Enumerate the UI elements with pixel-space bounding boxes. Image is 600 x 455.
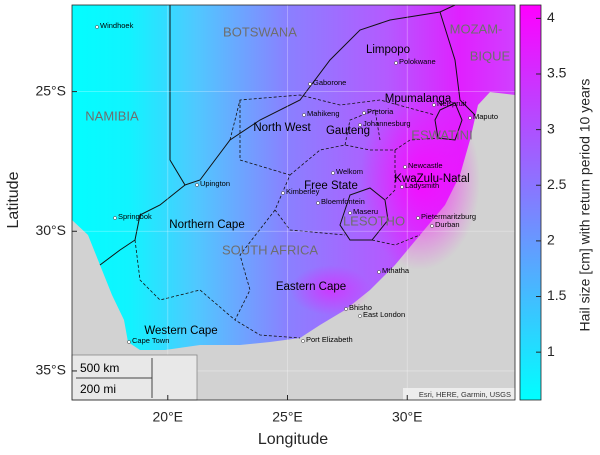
hot-zone xyxy=(360,90,480,270)
city-marker xyxy=(316,201,320,205)
city-marker xyxy=(430,224,434,228)
colorbar-label: Hail size [cm] with return period 10 yea… xyxy=(577,79,593,332)
city-label: East London xyxy=(363,310,405,319)
scale-bar-label: 200 mi xyxy=(80,382,116,396)
city-marker xyxy=(302,113,306,117)
city-label: Johannesburg xyxy=(363,119,411,128)
city-marker xyxy=(348,211,352,215)
country-label: BOTSWANA xyxy=(223,24,297,39)
city-label: Pretoria xyxy=(367,107,394,116)
city-marker xyxy=(468,116,472,120)
city-label: Durban xyxy=(435,220,460,229)
city-label: Upington xyxy=(200,179,230,188)
y-tick-label: 30°S xyxy=(35,222,66,238)
province-label: Limpopo xyxy=(366,44,410,56)
city-marker xyxy=(394,61,398,65)
x-tick-label: 30°E xyxy=(392,409,423,425)
city-marker xyxy=(127,340,131,344)
city-label: Maseru xyxy=(353,207,378,216)
labels: BOTSWANA NAMIBIA SOUTH AFRICA LESOTHO ESWATI… xyxy=(85,21,510,345)
province-label: Eastern Cape xyxy=(276,281,346,293)
province-label: KwaZulu-Natal xyxy=(394,173,469,185)
city-label: Nelspruit xyxy=(437,99,468,108)
country-label: ESWATINI xyxy=(411,127,472,142)
city-marker xyxy=(113,216,117,220)
x-tick-label: 25°E xyxy=(272,409,303,425)
city-label: Pietermaritzburg xyxy=(421,212,476,221)
colorbar-tick-label: 1.5 xyxy=(547,287,567,303)
city-marker xyxy=(362,111,366,115)
land xyxy=(72,5,515,350)
city-marker xyxy=(416,216,420,220)
scale-bar-label: 500 km xyxy=(80,361,119,375)
y-tick-label: 35°S xyxy=(35,362,66,378)
city-label: Kimberley xyxy=(286,187,320,196)
country-label: NAMIBIA xyxy=(85,108,139,123)
city-marker xyxy=(308,82,312,86)
city-marker xyxy=(331,171,335,175)
city-label: Bhisho xyxy=(349,303,372,312)
country-label: BIQUE xyxy=(470,48,511,63)
province-label: Western Cape xyxy=(144,325,217,337)
country-label: LESOTHO xyxy=(343,213,405,228)
country-label: SOUTH AFRICA xyxy=(222,242,318,257)
attribution: Esri, HERE, Garmin, USGS xyxy=(419,390,511,399)
city-label: Maputo xyxy=(473,112,498,121)
colorbar-tick-label: 2 xyxy=(547,232,555,248)
y-tick-label: 25°S xyxy=(35,82,66,98)
city-label: Windhoek xyxy=(100,21,134,30)
city-marker xyxy=(95,25,99,29)
city-marker xyxy=(358,123,362,127)
province-label: Free State xyxy=(304,180,358,192)
city-label: Gaborone xyxy=(313,78,346,87)
province-label: Gauteng xyxy=(326,125,370,137)
colorbar-tick-label: 3.5 xyxy=(547,65,567,81)
province-label: Mpumalanga xyxy=(385,93,452,105)
city-label: Springbok xyxy=(118,212,152,221)
city-marker xyxy=(344,307,348,311)
city-label: Mthatha xyxy=(382,266,410,275)
colorbar-tick-label: 4 xyxy=(547,9,555,25)
city-marker xyxy=(358,314,362,318)
country-label: MOZAM- xyxy=(450,21,503,36)
y-axis-label: Latitude xyxy=(5,171,22,228)
province-label: Northern Cape xyxy=(169,219,244,231)
attribution-box xyxy=(403,388,515,400)
city-marker xyxy=(301,339,305,343)
hot-zone xyxy=(290,265,370,315)
city-marker xyxy=(195,183,199,187)
city-marker xyxy=(403,165,407,169)
city-label: Port Elizabeth xyxy=(306,335,353,344)
city-label: Bloemfontein xyxy=(321,197,365,206)
city-marker xyxy=(281,191,285,195)
colorbar-frame xyxy=(519,4,542,401)
city-label: Newcastle xyxy=(408,161,443,170)
x-tick-label: 20°E xyxy=(153,409,184,425)
city-label: Ladysmith xyxy=(405,181,439,190)
city-marker xyxy=(377,270,381,274)
city-label: Polokwane xyxy=(399,57,436,66)
colorbar-tick-label: 1 xyxy=(547,343,555,359)
colorbar-tick-label: 2.5 xyxy=(547,176,567,192)
borders xyxy=(99,5,476,266)
x-axis-label: Longitude xyxy=(258,431,328,448)
city-label: Welkom xyxy=(336,167,363,176)
province-label: North West xyxy=(253,122,311,134)
city-marker xyxy=(432,103,436,107)
map-frame xyxy=(71,4,516,401)
city-label: Mahikeng xyxy=(307,109,340,118)
colorbar xyxy=(520,5,541,400)
colorbar-tick-label: 3 xyxy=(547,120,555,136)
city-label: Cape Town xyxy=(132,336,169,345)
city-marker xyxy=(400,185,404,189)
